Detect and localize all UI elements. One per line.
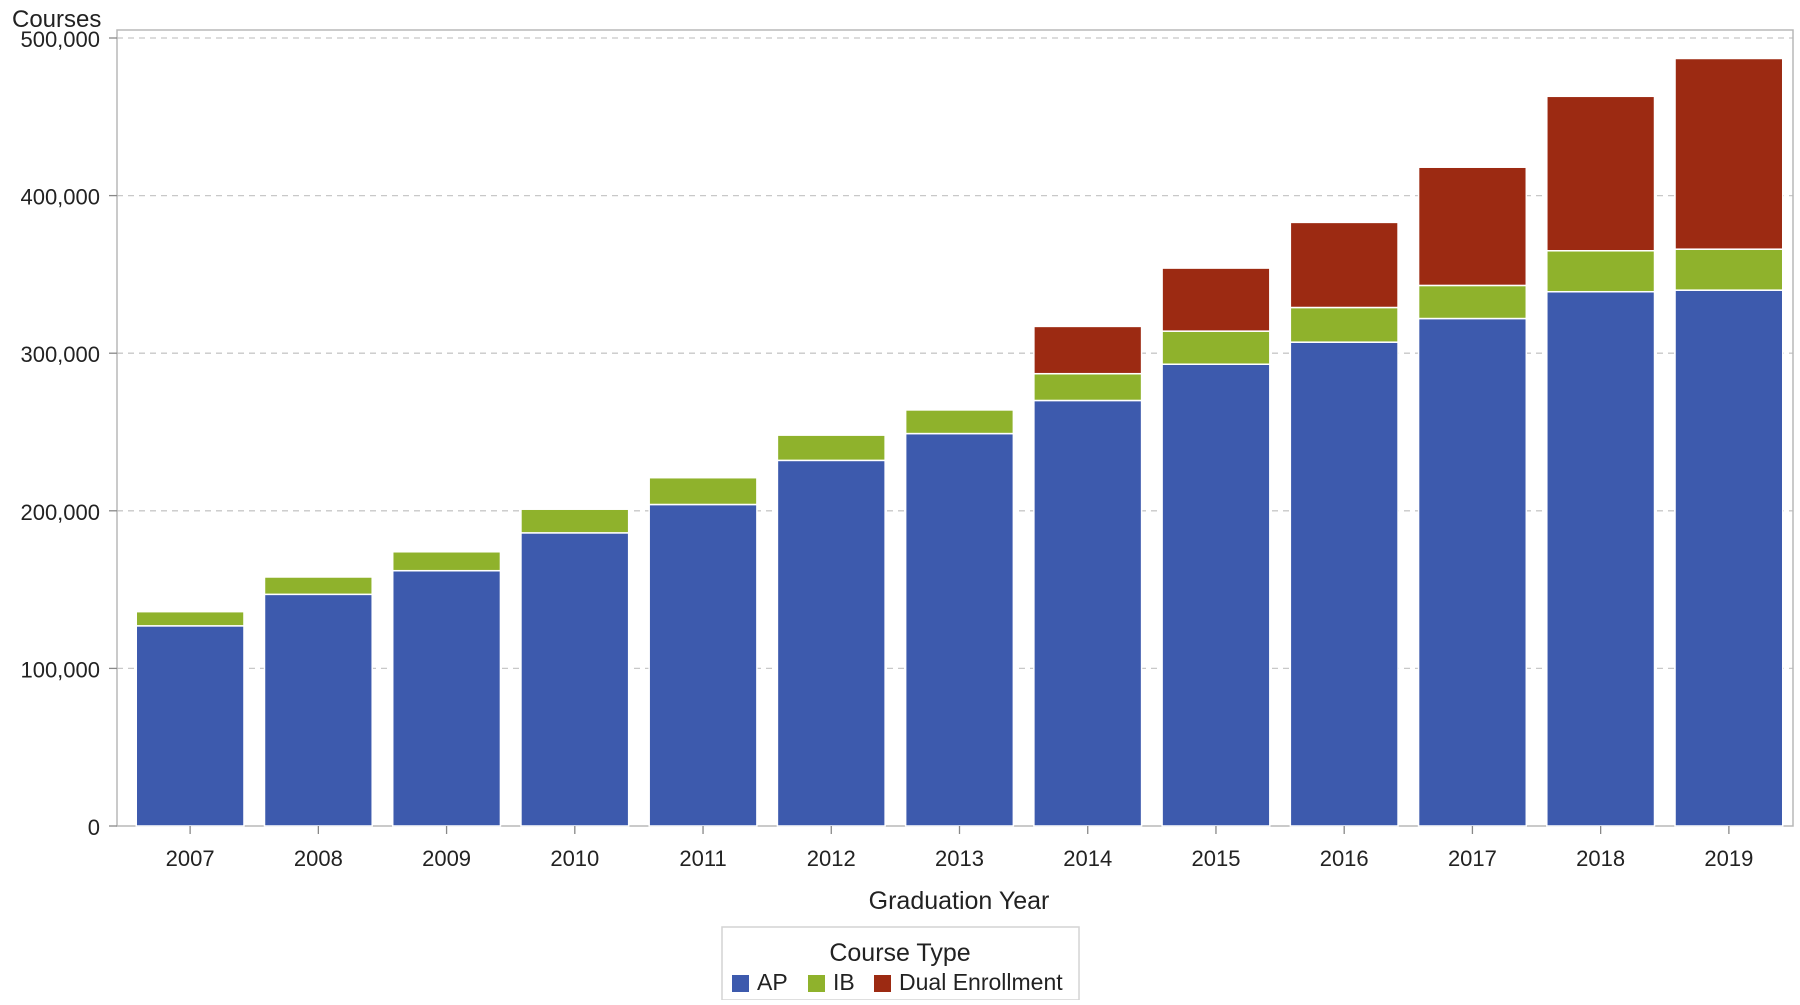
legend-label-dual-enrollment: Dual Enrollment xyxy=(899,969,1063,995)
legend-swatch-ap xyxy=(732,975,749,992)
y-tick-label: 200,000 xyxy=(20,500,100,525)
bar-ib-2013 xyxy=(904,409,1015,435)
y-axis-title: Courses xyxy=(12,6,101,33)
x-tick-label: 2019 xyxy=(1704,846,1753,871)
y-tick-label: 300,000 xyxy=(20,342,100,367)
legend-title: Course Type xyxy=(829,939,970,967)
bar-ib-2011 xyxy=(648,476,758,506)
legend-label-ib: IB xyxy=(833,969,855,995)
bar-dual-enrollment-2015 xyxy=(1161,267,1271,332)
x-tick-label: 2015 xyxy=(1191,846,1240,871)
bar-ap-2019 xyxy=(1674,289,1784,827)
bar-dual-enrollment-2014 xyxy=(1033,325,1143,375)
y-axis: 0 100,000 200,000 300,000 400,000 500,000 xyxy=(20,27,117,840)
bar-ap-2007 xyxy=(135,625,245,827)
x-axis: 2007 2008 2009 2010 2011 2012 2013 2014 2015 2016… xyxy=(166,826,1753,871)
x-tick-label: 2008 xyxy=(294,846,343,871)
legend-box xyxy=(721,926,1080,1001)
bar-ap-2008 xyxy=(263,593,373,827)
x-tick-label: 2007 xyxy=(166,846,215,871)
x-tick-label: 2018 xyxy=(1576,846,1625,871)
legend-items: AP IB Dual Enrollment xyxy=(732,969,1063,995)
x-tick-label: 2011 xyxy=(679,846,726,871)
bar-ib-2019 xyxy=(1674,248,1784,291)
bar-dual-enrollment-2019 xyxy=(1674,57,1784,250)
bar-ap-2011 xyxy=(648,503,758,827)
y-tick-label: 100,000 xyxy=(20,657,100,682)
bar-ib-2010 xyxy=(520,508,630,534)
bar-ap-2018 xyxy=(1546,290,1656,827)
bar-ib-2015 xyxy=(1161,330,1271,365)
x-tick-label: 2016 xyxy=(1320,846,1369,871)
x-tick-label: 2017 xyxy=(1448,846,1497,871)
legend: Course Type AP IB Dual Enrollment xyxy=(721,926,1080,1001)
x-tick-label: 2013 xyxy=(935,846,984,871)
bars xyxy=(135,57,1784,827)
bar-ap-2012 xyxy=(776,459,886,827)
bar-ap-2017 xyxy=(1417,317,1528,827)
bar-ap-2009 xyxy=(391,569,502,827)
bar-ib-2007 xyxy=(135,610,245,627)
bar-ib-2009 xyxy=(391,551,502,572)
legend-swatch-dual-enrollment xyxy=(874,975,891,992)
bar-ap-2015 xyxy=(1161,363,1271,827)
bar-ib-2018 xyxy=(1546,250,1656,293)
bar-ib-2016 xyxy=(1289,306,1399,343)
x-axis-title: Graduation Year xyxy=(869,887,1050,915)
y-tick-label: 500,000 xyxy=(20,27,100,52)
y-tick-label: 0 xyxy=(88,815,100,840)
x-tick-label: 2012 xyxy=(807,846,856,871)
x-tick-label: 2014 xyxy=(1063,846,1112,871)
bar-dual-enrollment-2018 xyxy=(1546,95,1656,252)
legend-swatch-ib xyxy=(808,975,825,992)
x-tick-label: 2010 xyxy=(550,846,599,871)
bar-ap-2013 xyxy=(904,432,1015,827)
x-tick-label: 2009 xyxy=(422,846,471,871)
bar-ap-2014 xyxy=(1033,399,1143,827)
bar-ib-2008 xyxy=(263,576,373,596)
bar-dual-enrollment-2017 xyxy=(1417,166,1528,287)
bar-ap-2016 xyxy=(1289,341,1399,827)
bar-ib-2014 xyxy=(1033,372,1143,402)
bar-ib-2017 xyxy=(1417,284,1528,320)
y-tick-label: 400,000 xyxy=(20,185,100,210)
bar-ap-2010 xyxy=(520,532,630,827)
bar-dual-enrollment-2016 xyxy=(1289,221,1399,309)
bar-ib-2012 xyxy=(776,434,886,462)
legend-label-ap: AP xyxy=(757,969,788,995)
